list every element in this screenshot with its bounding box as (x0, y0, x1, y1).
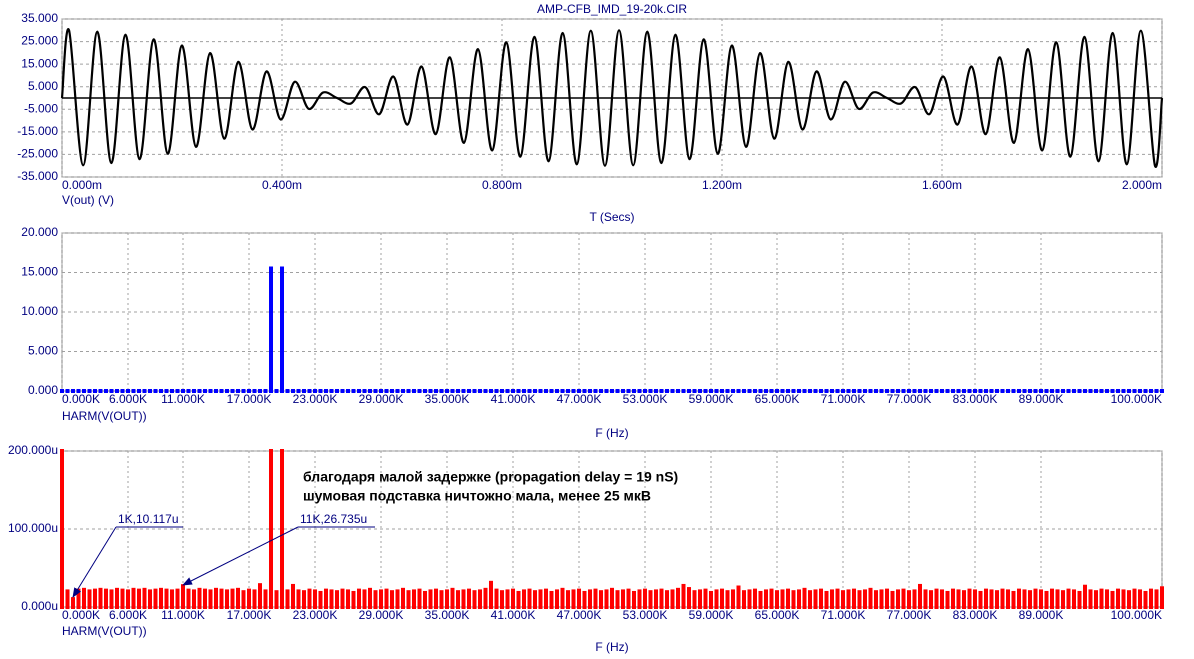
x-tick-label: 29.000K (359, 392, 404, 406)
x-tick-label: 35.000K (425, 392, 470, 406)
tag-arrow (72, 526, 117, 598)
x-tick-label: 35.000K (425, 608, 470, 622)
legend-label: HARM(V(OUT)) (62, 624, 147, 638)
x-tick-label: 65.000K (755, 392, 800, 406)
x-tick-label: 47.000K (557, 608, 602, 622)
line-series (60, 28, 1164, 168)
point-tag: 11K,26.735u (300, 512, 367, 526)
x-tick-label: 53.000K (623, 608, 668, 622)
legend-label: V(out) (V) (62, 193, 114, 207)
x-tick-label: 2.000m (1122, 178, 1162, 192)
x-tick-label: 0.000m (62, 178, 102, 192)
y-tick-label: 10.000 (21, 304, 58, 318)
x-tick-label: 71.000K (821, 392, 866, 406)
y-tick-label: 0.000u (21, 599, 58, 613)
plot-area (60, 28, 1164, 168)
y-tick-label: 25.000 (21, 34, 58, 48)
x-tick-label: 17.000K (227, 608, 272, 622)
x-tick-label: 23.000K (293, 608, 338, 622)
y-tick-label: 15.000 (21, 56, 58, 70)
x-tick-label: 89.000K (1019, 392, 1064, 406)
y-tick-label: 5.000 (28, 79, 58, 93)
annotation: благодаря малой задержке (propagation de… (303, 469, 678, 485)
x-tick-label: 89.000K (1019, 608, 1064, 622)
x-tick-label: 53.000K (623, 392, 668, 406)
x-axis-title: F (Hz) (595, 426, 628, 440)
x-axis-title: F (Hz) (595, 640, 628, 654)
y-tick-label: 5.000 (28, 344, 58, 358)
y-tick-label: 35.000 (21, 11, 58, 25)
x-tick-label: 17.000K (227, 392, 272, 406)
x-tick-label: 71.000K (821, 608, 866, 622)
plot-area (60, 449, 1164, 609)
x-tick-label: 29.000K (359, 608, 404, 622)
x-tick-label: 11.000K (161, 392, 205, 406)
x-tick-label: 0.000K (62, 392, 100, 406)
x-tick-label: 1.600m (922, 178, 962, 192)
y-tick-label: 20.000 (21, 225, 58, 239)
annotation: шумовая подставка ничтожно мала, менее 2… (303, 488, 651, 504)
x-tick-label: 6.000K (109, 392, 147, 406)
y-tick-label: 100.000u (8, 521, 58, 535)
y-tick-label: -25.000 (17, 147, 58, 161)
x-tick-label: 0.000K (62, 608, 100, 622)
x-tick-label: 6.000K (109, 608, 147, 622)
x-tick-label: 77.000K (887, 608, 932, 622)
y-tick-label: -5.000 (24, 101, 58, 115)
legend-label: HARM(V(OUT)) (62, 409, 147, 423)
x-tick-label: 23.000K (293, 392, 338, 406)
x-tick-label: 41.000K (491, 392, 536, 406)
point-tag: 1K,10.117u (118, 512, 179, 526)
y-tick-label: 15.000 (21, 265, 58, 279)
x-tick-label: 11.000K (161, 608, 205, 622)
x-tick-label: 83.000K (953, 608, 998, 622)
x-tick-label: 47.000K (557, 392, 602, 406)
x-tick-label: 1.200m (702, 178, 742, 192)
x-axis-title: T (Secs) (589, 210, 634, 224)
x-tick-label: 83.000K (953, 392, 998, 406)
x-tick-label: 59.000K (689, 392, 734, 406)
y-tick-label: -15.000 (17, 124, 58, 138)
x-tick-label: 0.400m (262, 178, 302, 192)
tag-arrow (182, 526, 299, 586)
x-tick-label: 100.000K (1111, 608, 1162, 622)
x-tick-label: 41.000K (491, 608, 536, 622)
x-tick-label: 100.000K (1111, 392, 1162, 406)
chart-title: AMP-CFB_IMD_19-20k.CIR (537, 2, 687, 16)
x-tick-label: 59.000K (689, 608, 734, 622)
y-tick-label: 200.000u (8, 443, 58, 457)
plot-area (60, 266, 1164, 393)
x-tick-label: 65.000K (755, 608, 800, 622)
y-tick-label: 0.000 (28, 383, 58, 397)
x-tick-label: 0.800m (482, 178, 522, 192)
y-tick-label: -35.000 (17, 169, 58, 183)
x-tick-label: 77.000K (887, 392, 932, 406)
